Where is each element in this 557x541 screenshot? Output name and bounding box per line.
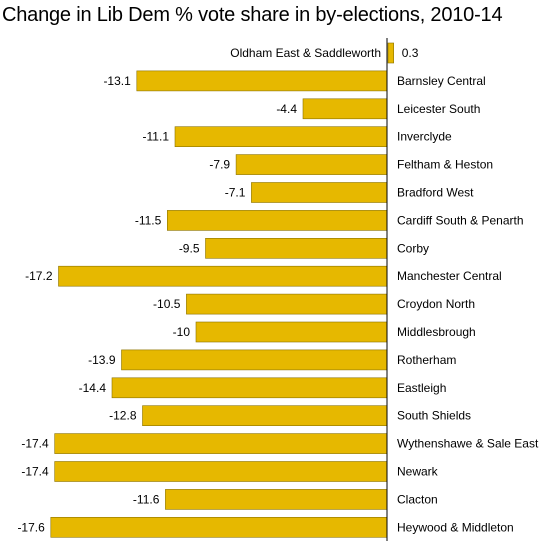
value-label: -7.9 [209,158,230,172]
bar [387,42,394,64]
bar [111,377,388,399]
bar [235,154,388,175]
bar [50,516,388,538]
chart-title: Change in Lib Dem % vote share in by-ele… [2,4,503,26]
category-label: Eastleigh [397,381,446,395]
category-label: Clacton [397,492,438,506]
bar [136,70,388,92]
category-label: Heywood & Middleton [397,520,514,534]
bar [195,321,388,343]
value-label: -13.1 [103,74,131,88]
bar [251,182,388,203]
category-label: Manchester Central [397,269,502,283]
value-label: -10.5 [153,297,181,311]
category-label: Inverclyde [397,130,452,144]
bar [186,293,388,315]
category-label: Croydon North [397,297,475,311]
bar [205,238,388,259]
value-label: -12.8 [109,409,137,423]
category-label: Feltham & Heston [397,158,493,172]
value-label: -9.5 [179,241,200,255]
bar [165,489,388,510]
bar [58,265,388,287]
bar [142,405,388,427]
value-label: -13.9 [88,353,116,367]
bar [54,461,388,482]
bar [121,349,388,371]
value-label: 0.3 [402,46,419,60]
value-label: -17.4 [21,465,49,479]
category-label: Cardiff South & Penarth [397,213,524,227]
value-label: -4.4 [276,102,297,116]
category-label: Bradford West [397,186,474,200]
value-label: -11.6 [133,492,160,506]
category-label: Wythenshawe & Sale East [397,437,539,451]
category-label: Leicester South [397,102,480,116]
value-label: -17.2 [25,269,53,283]
category-label: Barnsley Central [397,74,486,88]
category-label: Rotherham [397,353,456,367]
value-label: -10 [173,325,191,339]
value-label: -7.1 [225,186,246,200]
value-label: -14.4 [79,381,107,395]
category-label: Middlesbrough [397,325,476,339]
category-label: Oldham East & Saddleworth [230,46,381,60]
category-label: Newark [397,465,439,479]
value-label: -17.6 [17,520,45,534]
value-label: -11.1 [143,130,170,144]
bar [174,126,388,147]
category-label: South Shields [397,409,471,423]
value-label: -11.5 [135,213,162,227]
bar [302,98,388,120]
bar [167,210,388,231]
bar [54,433,388,454]
value-label: -17.4 [21,437,49,451]
category-label: Corby [397,241,429,255]
